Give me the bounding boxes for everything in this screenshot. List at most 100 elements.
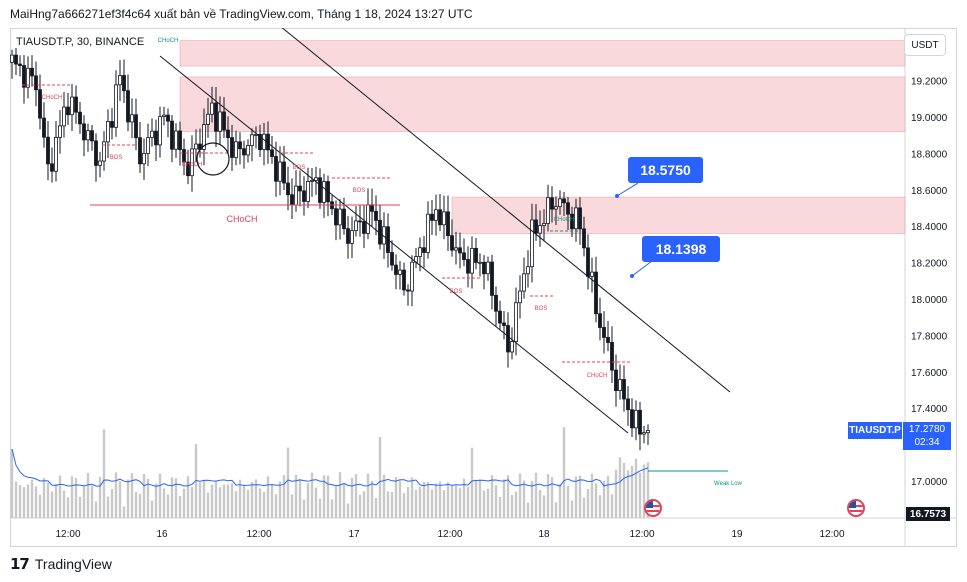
candle (302, 190, 306, 202)
us-flag-icon[interactable] (847, 499, 865, 517)
volume-bar (398, 480, 402, 518)
volume-bar (230, 483, 234, 518)
volume-bar (290, 494, 294, 518)
candle (194, 143, 198, 150)
volume-bar (518, 473, 522, 518)
supply-zone (179, 76, 906, 132)
volume-bar (134, 491, 138, 518)
volume-bar (526, 502, 530, 518)
candle (318, 177, 322, 203)
footer-brand: TradingView (34, 556, 112, 572)
volume-bar (94, 501, 98, 518)
candle (614, 369, 618, 391)
volume-bar (202, 479, 206, 518)
volume-bar (470, 447, 474, 518)
candle (202, 124, 206, 150)
candle (218, 111, 222, 132)
candle (478, 261, 482, 264)
candle (454, 247, 458, 251)
price-axis-label: 17.8000 (911, 331, 948, 342)
volume-bar (534, 472, 538, 518)
volume-bar (570, 500, 574, 518)
structure-label: CHoCH (158, 38, 179, 44)
volume-bar (302, 499, 306, 518)
time-axis-label: 19 (731, 529, 743, 540)
candle (294, 185, 298, 206)
structure-label: CHoCH (226, 214, 257, 224)
volume-bar (206, 492, 210, 518)
volume-bar (602, 480, 606, 518)
candle (506, 325, 510, 353)
volume-bar (474, 479, 478, 518)
candle (238, 141, 242, 150)
candle (126, 90, 130, 123)
highlight-circle (196, 142, 230, 176)
volume-bar (386, 491, 390, 518)
price-axis-label: 17.4000 (911, 404, 948, 415)
candle (498, 310, 502, 324)
time-axis-label: 12:00 (246, 529, 271, 540)
candle (18, 63, 22, 66)
volume-bar (462, 478, 466, 518)
price-axis-label: 18.0000 (911, 295, 948, 306)
volume-bar (270, 483, 274, 518)
us-flag-icon[interactable] (644, 499, 662, 517)
candle (298, 185, 302, 192)
volume-bar (174, 478, 178, 518)
volume-bar (126, 479, 130, 518)
candle (366, 204, 370, 234)
volume-bar (178, 495, 182, 518)
chart-frame (10, 28, 957, 547)
volume-bar (282, 475, 286, 518)
candle (322, 181, 326, 203)
candle (582, 228, 586, 249)
volume-bar (218, 487, 222, 518)
volume-bar (234, 491, 238, 518)
price-chart[interactable]: CHoCH CHoCH BOS CHoCH BOS BOS CHoCH BOS BOS CHoCH… (10, 28, 957, 547)
candle (130, 114, 134, 123)
volume-bar (482, 490, 486, 518)
candle (106, 121, 110, 143)
volume-bar (582, 497, 586, 518)
candle (34, 75, 38, 91)
volume-bar (554, 502, 558, 518)
candle (314, 177, 318, 181)
candle (230, 137, 234, 158)
volume-bar (514, 491, 518, 518)
volume-bar (334, 486, 338, 518)
volume-bar (446, 482, 450, 518)
candle (626, 398, 630, 411)
candle (566, 202, 570, 215)
currency-button[interactable]: USDT (904, 34, 946, 56)
volume-bar (606, 476, 610, 518)
last-price-tag: 17.2780 02:34 (903, 422, 951, 450)
structure-label: BOS (535, 306, 548, 312)
candle (450, 235, 454, 251)
candle (602, 327, 606, 338)
candle (78, 111, 82, 125)
candle (554, 206, 558, 210)
price-axis-label: 19.0000 (911, 113, 948, 124)
candle (62, 106, 66, 127)
candle (646, 430, 650, 434)
volume-bar (354, 474, 358, 518)
candle (74, 96, 78, 113)
candle (206, 113, 210, 125)
candle (58, 125, 62, 138)
candle (274, 156, 278, 182)
volume-bar (78, 496, 82, 518)
volume-bar (246, 489, 250, 518)
candle (86, 130, 90, 141)
volume-bar (278, 481, 282, 518)
candle (358, 220, 362, 223)
volume-bar (138, 493, 142, 518)
volume-bar (10, 449, 14, 518)
candle (210, 102, 214, 115)
volume-bar (558, 484, 562, 518)
channel-lower-line (159, 55, 629, 434)
candle (642, 432, 646, 435)
volume-bar (110, 489, 114, 518)
volume-bar (46, 482, 50, 518)
candle (134, 114, 138, 139)
volume-bar (454, 485, 458, 518)
